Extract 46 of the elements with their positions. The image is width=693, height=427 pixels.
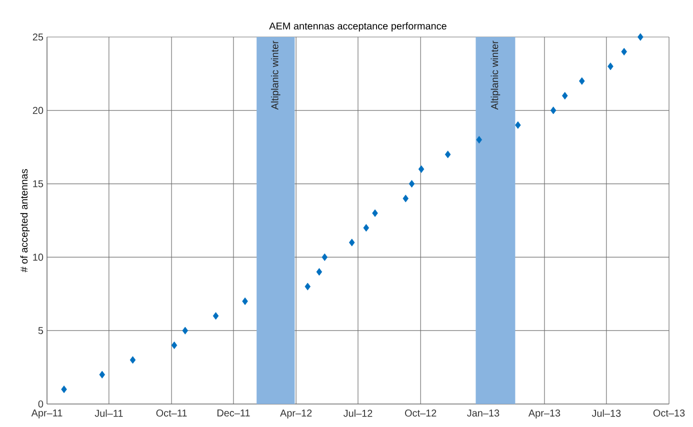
point bbox=[515, 121, 521, 129]
point bbox=[171, 341, 178, 350]
point bbox=[579, 77, 585, 85]
point bbox=[363, 224, 370, 232]
point bbox=[61, 386, 67, 394]
point bbox=[372, 209, 378, 217]
band-label: Altiplanic winter bbox=[271, 40, 280, 110]
y-tick-label: 10 bbox=[33, 254, 44, 261]
point bbox=[621, 48, 627, 56]
point bbox=[638, 33, 644, 41]
point bbox=[322, 253, 328, 261]
x-tick-label: Jul–13 bbox=[592, 410, 621, 417]
chart-title: AEM antennas acceptance performance bbox=[269, 22, 446, 32]
point bbox=[182, 326, 188, 334]
y-tick-label: 15 bbox=[33, 180, 44, 188]
y-tick-label: 25 bbox=[32, 33, 44, 41]
x-tick-label: Oct–12 bbox=[405, 410, 436, 417]
y-tick-label: 20 bbox=[32, 106, 44, 114]
point bbox=[402, 194, 409, 202]
y-tick-label: 5 bbox=[38, 327, 44, 334]
point bbox=[476, 136, 482, 144]
band-label: Altiplanic winter bbox=[490, 40, 500, 110]
point bbox=[316, 268, 322, 276]
x-tick-label: Oct–11 bbox=[156, 410, 187, 417]
x-tick-label: Jan–13 bbox=[467, 410, 500, 417]
y-axis-title: # of accepted antennas bbox=[20, 169, 30, 272]
x-tick-label: Apr–12 bbox=[280, 410, 312, 419]
point bbox=[130, 356, 136, 364]
x-tick-label: Dec–11 bbox=[217, 410, 250, 416]
point bbox=[608, 62, 614, 70]
point bbox=[99, 370, 106, 378]
x-tick-label: Apr–13 bbox=[528, 410, 560, 419]
point bbox=[418, 165, 424, 173]
x-tick-label: Oct–13 bbox=[653, 410, 685, 417]
point bbox=[562, 92, 568, 100]
point bbox=[212, 312, 219, 320]
x-tick-label: Apr–11 bbox=[31, 410, 62, 418]
point bbox=[408, 180, 415, 188]
point bbox=[348, 238, 355, 246]
point bbox=[550, 106, 556, 114]
point bbox=[242, 297, 248, 306]
y-tick-label: 0 bbox=[38, 400, 44, 408]
x-tick-label: Jul–12 bbox=[343, 410, 372, 417]
point bbox=[444, 150, 451, 158]
x-tick-label: Jul–11 bbox=[94, 410, 123, 417]
point bbox=[304, 282, 311, 290]
